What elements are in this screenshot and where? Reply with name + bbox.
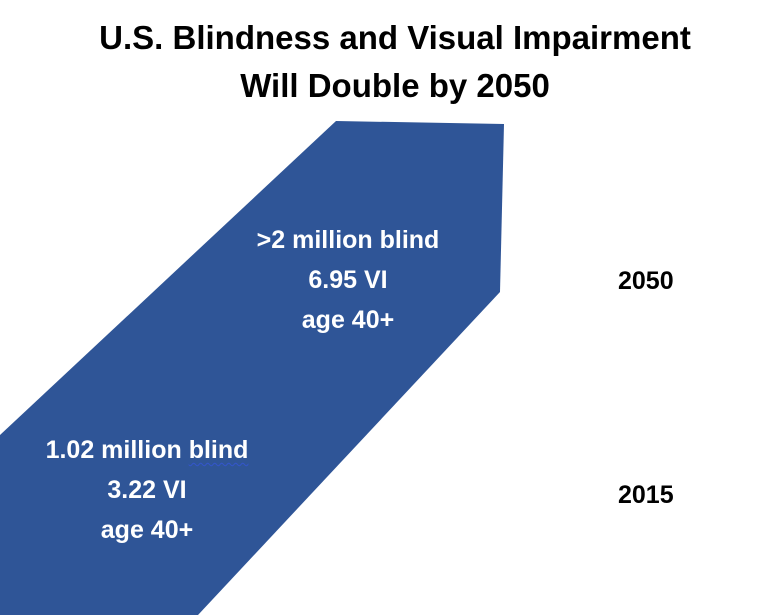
vi-count-2050: 6.95 VI <box>308 266 388 294</box>
title-line-2: Will Double by 2050 <box>240 67 550 104</box>
stats-2050: >2 million blind 6.95 VI age 40+ <box>198 220 498 340</box>
growth-band <box>0 121 504 615</box>
blind-count-2015: 1.02 million blind <box>0 430 294 470</box>
stats-2015: 1.02 million blind 3.22 VI age 40+ <box>0 430 294 550</box>
blind-count-2050: >2 million blind <box>256 226 440 254</box>
age-group-2015: age 40+ <box>100 516 194 544</box>
year-label-2050: 2050 <box>618 267 674 295</box>
blind-word-2015: blind <box>188 436 249 464</box>
title-line-1: U.S. Blindness and Visual Impairment <box>99 19 691 56</box>
age-group-2050: age 40+ <box>301 306 395 334</box>
vi-count-2015: 3.22 VI <box>107 476 187 504</box>
blind-value-2015: 1.02 million <box>45 436 189 464</box>
year-label-2015: 2015 <box>618 481 674 509</box>
slide-title: U.S. Blindness and Visual Impairment Wil… <box>0 14 775 110</box>
